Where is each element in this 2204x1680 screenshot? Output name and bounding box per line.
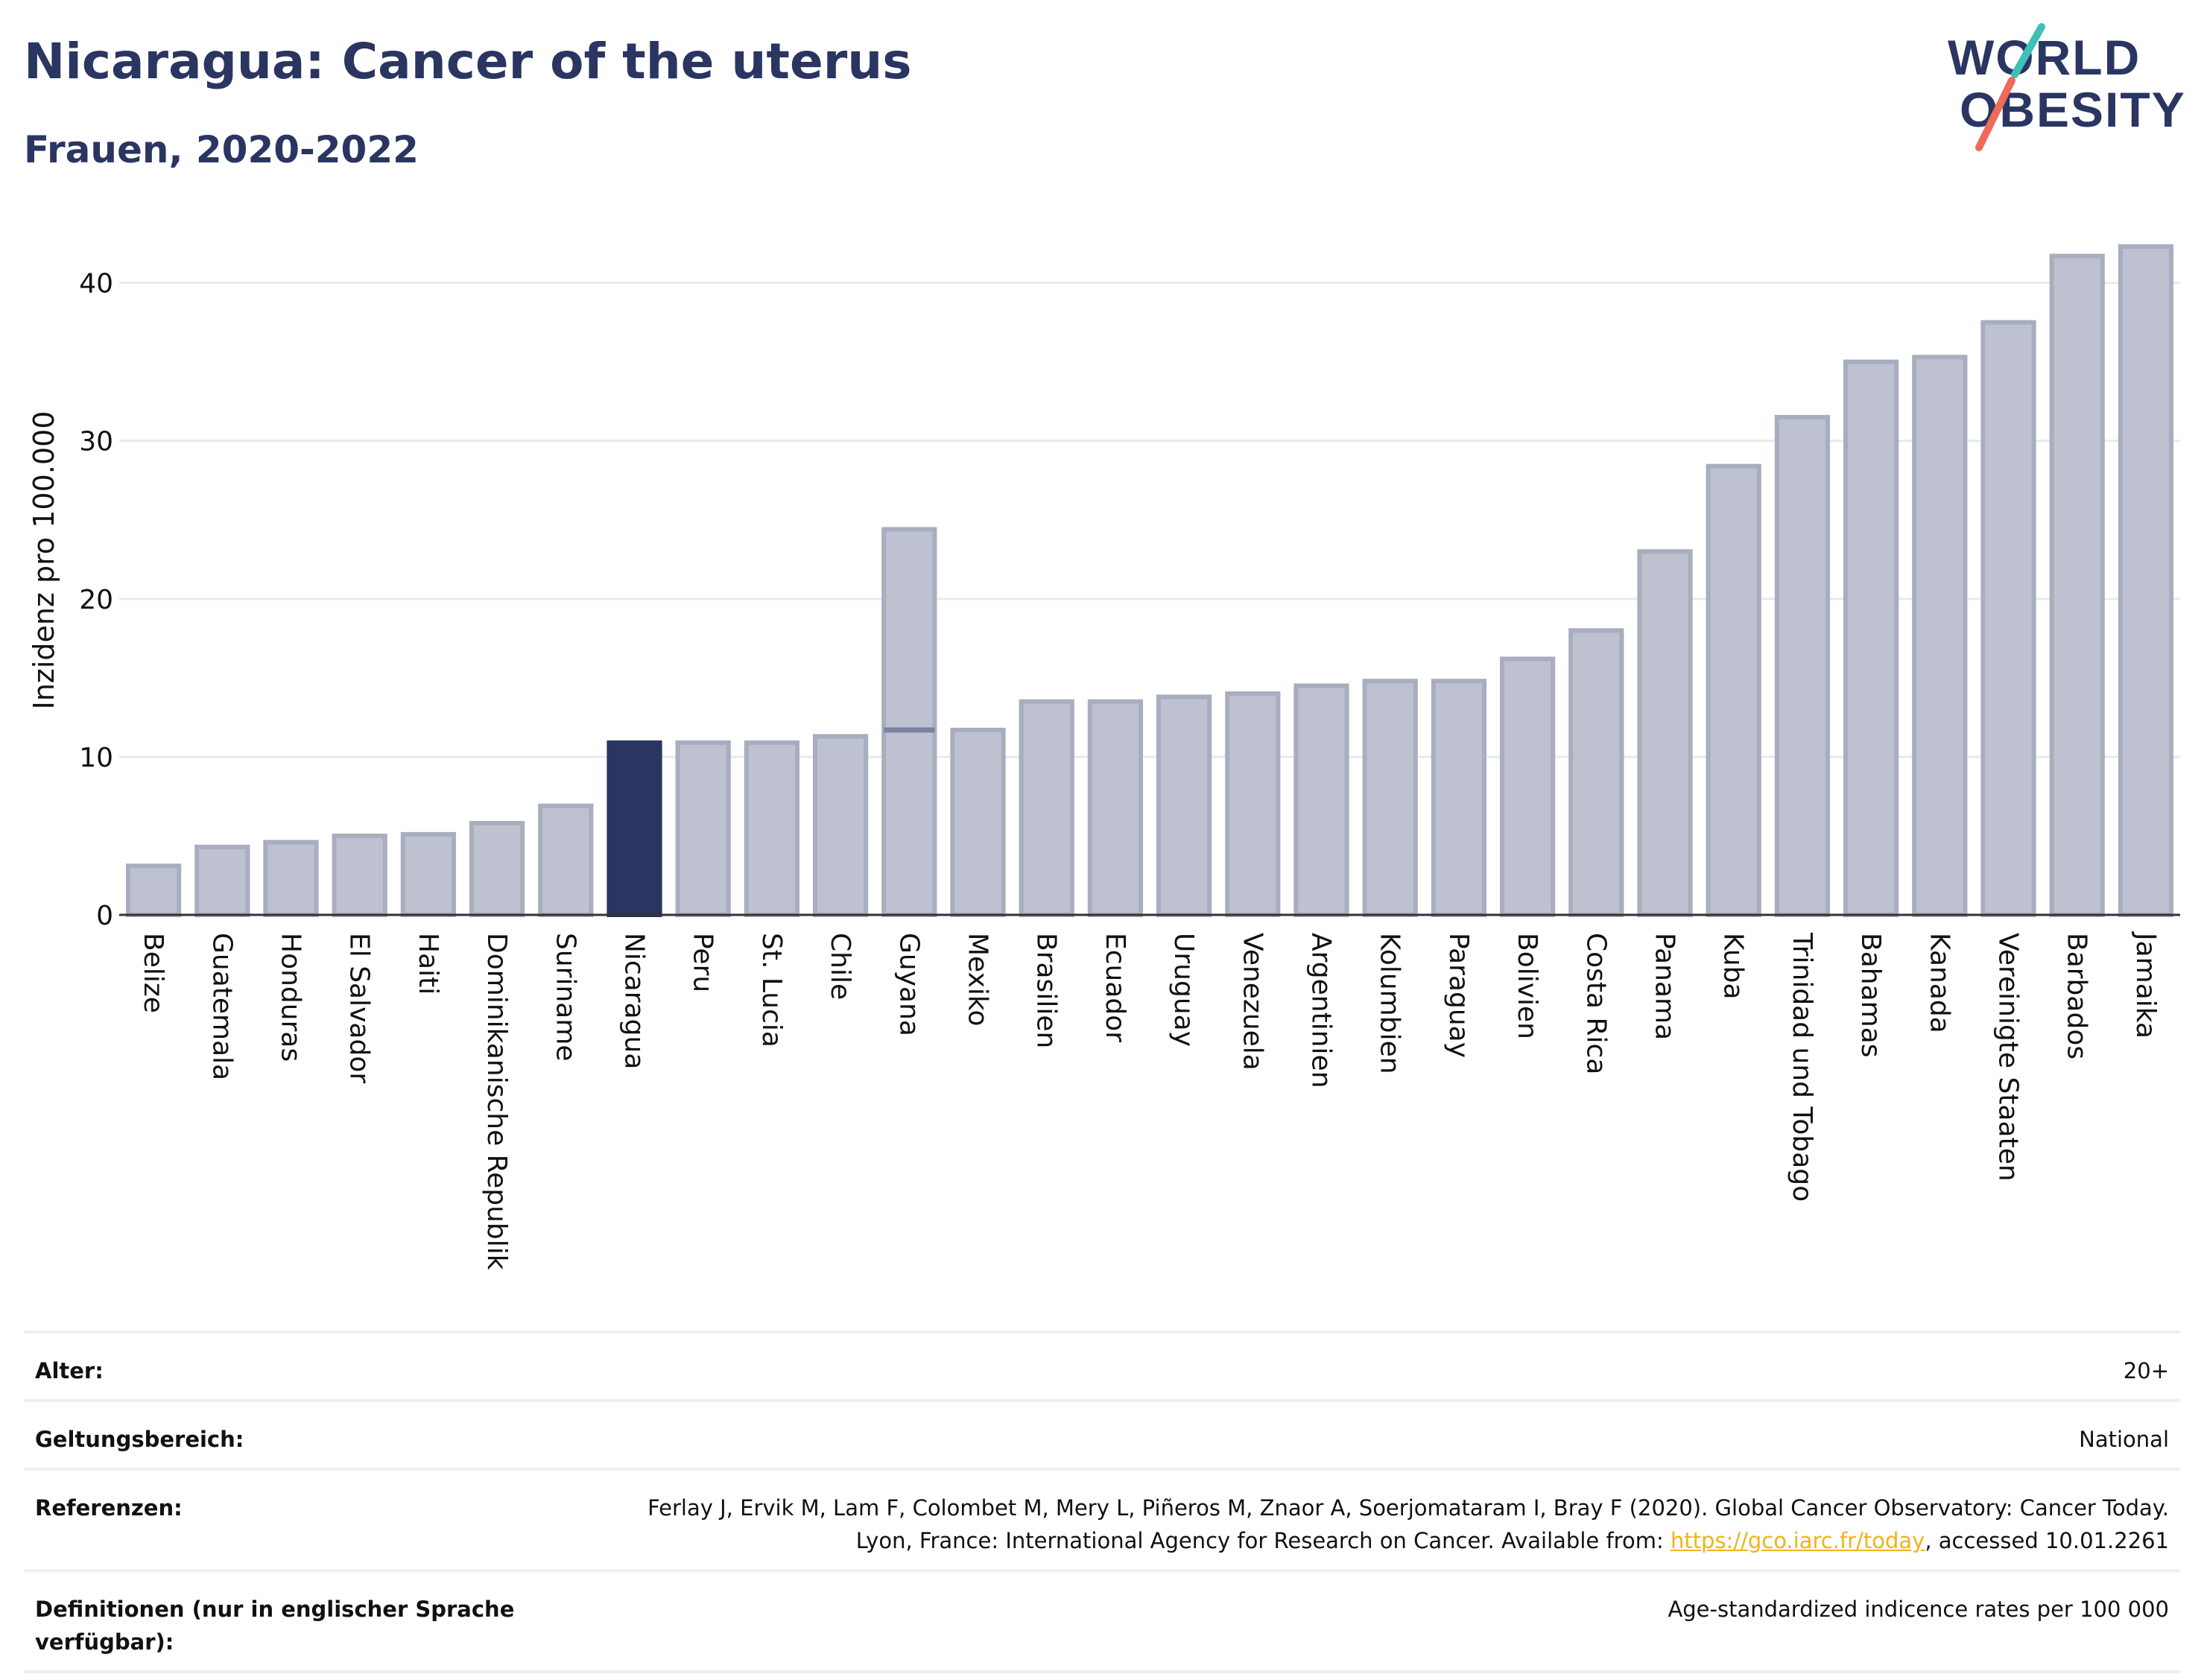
x-tick-label: Haiti (413, 933, 443, 995)
y-tick-label: 40 (79, 269, 113, 299)
x-tick-label: Belize (138, 933, 168, 1013)
bar-kuba (1706, 463, 1761, 917)
metadata-table: Alter: 20+ Geltungsbereich: National Ref… (24, 1331, 2180, 1673)
meta-value-scope: National (2079, 1427, 2169, 1452)
world-obesity-logo: WORLD OBESITY (1948, 23, 2185, 151)
meta-label-age: Alter: (35, 1358, 104, 1383)
bar-costa-rica (1568, 628, 1624, 917)
x-tick-label: Bolivien (1512, 933, 1542, 1039)
x-tick-label: Costa Rica (1580, 933, 1611, 1074)
x-tick-label: Paraguay (1443, 933, 1474, 1058)
bar-chart: 0 10 20 30 40 Belize Guatemala Honduras El Salv… (28, 244, 2180, 1270)
meta-row-definitions: Definitionen (nur in englischer Sprache … (24, 1569, 2180, 1673)
x-tick-label: Vereinigte Staaten (1993, 933, 2024, 1182)
x-tick-label: Bahamas (1855, 933, 1886, 1058)
x-tick-label: Nicaragua (619, 933, 650, 1069)
bar-barbados (2049, 253, 2105, 917)
reference-accessed: , accessed 10.01.2261 (1925, 1528, 2169, 1553)
chart-subtitle: Frauen, 2020-2022 (24, 128, 419, 171)
y-axis-label: Inzidenz pro 100.000 (28, 411, 60, 710)
bar-belize (125, 863, 182, 918)
meta-row-age: Alter: 20+ (24, 1331, 2180, 1399)
bar-panama (1637, 549, 1693, 917)
y-tick-label: 30 (79, 427, 113, 457)
bar-uruguay (1156, 694, 1212, 918)
reference-text: Ferlay J, Ervik M, Lam F, Colombet M, Me… (647, 1495, 2169, 1553)
y-tick-label: 0 (96, 901, 113, 931)
bar-dominikanische-republik (469, 820, 525, 918)
logo-word-world: WORLD (1948, 30, 2141, 85)
bars (125, 244, 2174, 918)
grid-lines (119, 282, 2180, 758)
bar-brasilien (1019, 699, 1074, 918)
meta-label-definitions: Definitionen (nur in englischer Sprache … (35, 1597, 515, 1655)
logo-slash-coral (1975, 77, 2015, 151)
bar-el-salvador (332, 833, 387, 917)
x-tick-label: Jamaika (2130, 931, 2161, 1039)
x-tick-label: Dominikanische Republik (481, 933, 512, 1270)
bar-nicaragua (607, 740, 662, 917)
meta-label-references: Referenzen: (35, 1495, 183, 1521)
bar-paraguay (1431, 679, 1487, 918)
x-tick-label: Mexiko (963, 933, 993, 1026)
x-tick-label: Argentinien (1306, 933, 1337, 1088)
bar-kanada (1912, 355, 1968, 917)
x-tick-label: Venezuela (1237, 933, 1267, 1071)
reference-link[interactable]: https://gco.iarc.fr/today (1670, 1528, 1925, 1553)
bar-vereinigte-staaten (1980, 320, 2036, 917)
bar-peru (675, 740, 731, 917)
x-tick-label: Panama (1650, 933, 1680, 1040)
x-tick-label: St. Lucia (756, 933, 787, 1047)
logo-slash-teal (2011, 23, 2045, 78)
meta-row-scope: Geltungsbereich: National (24, 1399, 2180, 1468)
x-tick-label: Brasilien (1031, 933, 1062, 1048)
bar-guatemala (194, 844, 250, 918)
x-tick-label: Chile (825, 933, 855, 1000)
meta-value-age: 20+ (2123, 1358, 2169, 1383)
x-tick-label: Ecuador (1100, 933, 1130, 1042)
bar-st-lucia (744, 740, 800, 917)
bar-argentinien (1293, 683, 1349, 917)
x-tick-label: Kolumbien (1375, 933, 1405, 1074)
meta-value-definitions: Age-standardized indicence rates per 100… (1668, 1597, 2169, 1622)
meta-row-references: Referenzen: Ferlay J, Ervik M, Lam F, Co… (24, 1468, 2180, 1569)
meta-label-scope: Geltungsbereich: (35, 1427, 244, 1452)
x-tick-label: El Salvador (344, 933, 375, 1083)
x-tick-label: Guatemala (206, 933, 237, 1080)
x-tick-label: Kuba (1718, 933, 1749, 1000)
bar-guyana (881, 527, 937, 917)
bar-mexiko (950, 727, 1006, 917)
bar-haiti (400, 831, 457, 917)
bar-venezuela (1225, 691, 1281, 917)
bar-ecuador (1087, 699, 1144, 918)
bar-bolivien (1499, 656, 1556, 917)
bar-jamaika (2118, 244, 2174, 917)
bar-bahamas (1843, 359, 1899, 917)
y-tick-label: 10 (79, 743, 113, 773)
x-tick-label: Honduras (276, 933, 306, 1062)
bar-kolumbien (1362, 679, 1418, 918)
bar-suriname (538, 803, 594, 917)
x-tick-label: Kanada (1924, 933, 1954, 1033)
meta-value-references: Ferlay J, Ervik M, Lam F, Colombet M, Me… (604, 1492, 2169, 1557)
bar-trinidad-und-tobago (1774, 414, 1831, 917)
chart-title: Nicaragua: Cancer of the uterus (24, 33, 912, 90)
x-tick-label: Uruguay (1168, 933, 1199, 1047)
x-axis-labels: Belize Guatemala Honduras El Salvador Haiti D… (138, 931, 2161, 1270)
x-tick-label: Trinidad und Tobago (1787, 932, 1817, 1202)
y-tick-label: 20 (79, 585, 113, 615)
bar-chile (812, 734, 869, 918)
x-tick-label: Guyana (893, 933, 924, 1036)
x-tick-label: Peru (688, 933, 718, 992)
x-tick-label: Suriname (550, 933, 580, 1062)
x-tick-label: Barbados (2062, 933, 2092, 1059)
bar-honduras (263, 840, 319, 918)
y-axis-ticks: 0 10 20 30 40 (79, 269, 113, 931)
